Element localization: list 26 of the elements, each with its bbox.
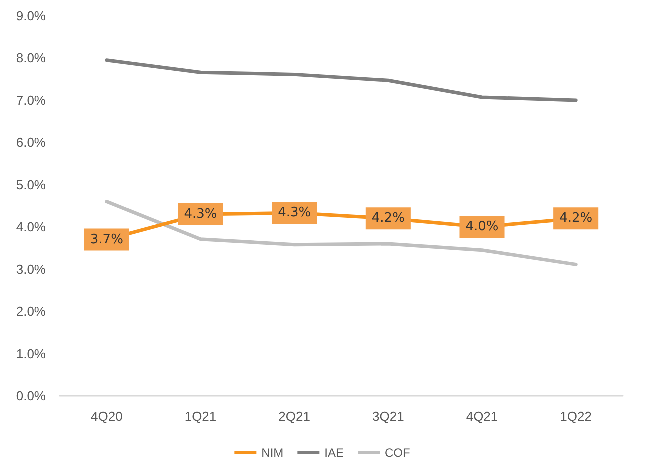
legend-label: NIM <box>262 446 284 460</box>
y-tick-label: 2.0% <box>16 304 46 320</box>
data-label: 4.3% <box>184 206 218 222</box>
y-tick-label: 1.0% <box>16 346 46 362</box>
x-tick-label: 3Q21 <box>372 409 404 424</box>
y-tick-label: 5.0% <box>16 177 46 192</box>
data-label: 4.2% <box>560 211 593 226</box>
data-label: 4.0% <box>466 220 499 235</box>
y-tick-label: 7.0% <box>16 92 46 108</box>
data-label: 4.3% <box>278 206 312 221</box>
x-tick-label: 1Q21 <box>184 409 217 424</box>
y-tick-label: 9.0% <box>16 8 46 24</box>
x-tick-label: 1Q22 <box>560 409 592 424</box>
y-tick-label: 3.0% <box>16 262 46 277</box>
legend-label: IAE <box>324 446 344 460</box>
line-series <box>105 58 578 102</box>
x-tick-label: 2Q21 <box>278 409 310 424</box>
x-tick-label: 4Q21 <box>466 409 498 424</box>
data-label: 3.7% <box>90 232 124 248</box>
data-label: 4.2% <box>372 211 405 226</box>
y-tick-label: 8.0% <box>16 50 46 66</box>
y-tick-label: 6.0% <box>16 135 46 150</box>
legend-label: COF <box>385 446 410 460</box>
y-tick-label: 4.0% <box>16 220 46 235</box>
x-tick-label: 4Q20 <box>91 409 123 424</box>
y-tick-label: 0.0% <box>16 388 46 404</box>
